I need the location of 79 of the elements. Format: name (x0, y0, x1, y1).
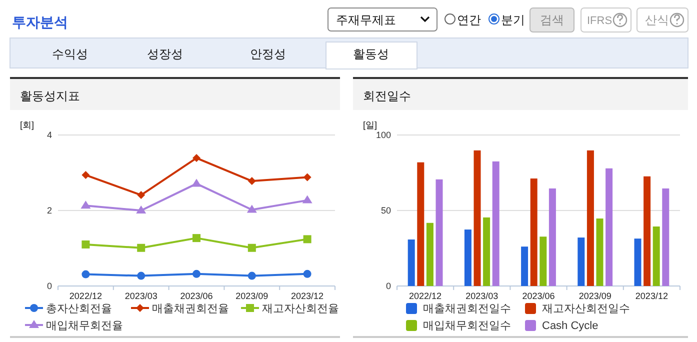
bar (606, 168, 613, 286)
point (248, 177, 256, 186)
legend-label: Cash Cycle (542, 320, 598, 332)
legend-label: 매출채권회전일수 (423, 303, 511, 315)
x-tick-label: 2023/12 (291, 291, 324, 301)
bar (548, 188, 556, 286)
legend-label: 재고자산회전율 (262, 303, 339, 315)
point (303, 173, 312, 182)
legend-label: 재고자산회전일수 (542, 303, 630, 315)
point (137, 244, 146, 252)
bar (417, 162, 424, 286)
text: 안정성 (250, 47, 286, 61)
text: 연간 (457, 13, 481, 27)
point (137, 272, 146, 280)
bar (634, 238, 642, 286)
bar (474, 150, 481, 286)
point (303, 235, 312, 244)
x-tick-label: 2023/06 (180, 291, 213, 301)
x-tick-label: 2023/06 (522, 291, 555, 301)
point (82, 171, 90, 180)
x-tick-label: 2023/03 (124, 291, 158, 301)
bar (483, 217, 490, 286)
point (192, 270, 200, 278)
text: 활동성 (353, 47, 389, 61)
text: 주재무제표 (336, 13, 396, 27)
y-tick-label: 0 (46, 281, 52, 291)
point (192, 154, 200, 162)
legend-label: 매입채무회전일수 (423, 320, 511, 332)
bar (492, 161, 500, 286)
y-axis-title: [회] (20, 120, 34, 130)
bar (408, 239, 415, 286)
bar (530, 178, 538, 286)
text: IFRS (587, 15, 612, 27)
x-tick-label: 2022/12 (69, 291, 102, 301)
bar (652, 226, 660, 286)
point (136, 206, 146, 214)
bar (586, 150, 594, 286)
legend-label: 매입채무회전율 (46, 320, 123, 332)
legend-label: 매출채권회전율 (152, 303, 229, 315)
y-tick-label: 4 (46, 130, 52, 140)
text: 성장성 (147, 47, 183, 61)
text: 수익성 (52, 47, 88, 61)
point (137, 191, 146, 200)
bar (578, 238, 585, 286)
y-axis-title: [일] (363, 120, 378, 130)
bar (662, 188, 670, 286)
point (303, 270, 312, 278)
text: 투자분석 (12, 14, 68, 30)
bar (644, 176, 651, 286)
y-tick-label: 2 (46, 206, 52, 216)
bar (464, 230, 472, 286)
legend-label: 총자산회전율 (46, 303, 112, 315)
point (246, 204, 257, 213)
point (82, 240, 90, 248)
point (192, 234, 200, 242)
bar (596, 218, 604, 286)
x-tick-label: 2022/12 (409, 291, 442, 301)
point (80, 200, 91, 209)
bar (426, 222, 434, 286)
point (82, 270, 90, 278)
bar (521, 246, 528, 286)
text: 분기 (501, 13, 525, 27)
y-tick-label: 0 (386, 281, 391, 291)
point (302, 195, 312, 204)
x-tick-label: 2023/09 (578, 291, 612, 301)
point (192, 178, 202, 187)
chart-title: 활동성지표 (20, 89, 80, 103)
x-tick-label: 2023/03 (466, 291, 498, 301)
bar (436, 179, 443, 286)
point (248, 272, 256, 280)
y-tick-label: 100 (376, 130, 391, 140)
x-tick-label: 2023/12 (635, 291, 668, 301)
x-tick-label: 2023/09 (236, 291, 268, 301)
bar (540, 236, 547, 286)
y-tick-label: 50 (380, 206, 391, 216)
point (248, 244, 256, 252)
text: 검색 (540, 13, 564, 27)
text: 산식 (645, 13, 669, 27)
chart-title: 회전일수 (363, 89, 411, 103)
